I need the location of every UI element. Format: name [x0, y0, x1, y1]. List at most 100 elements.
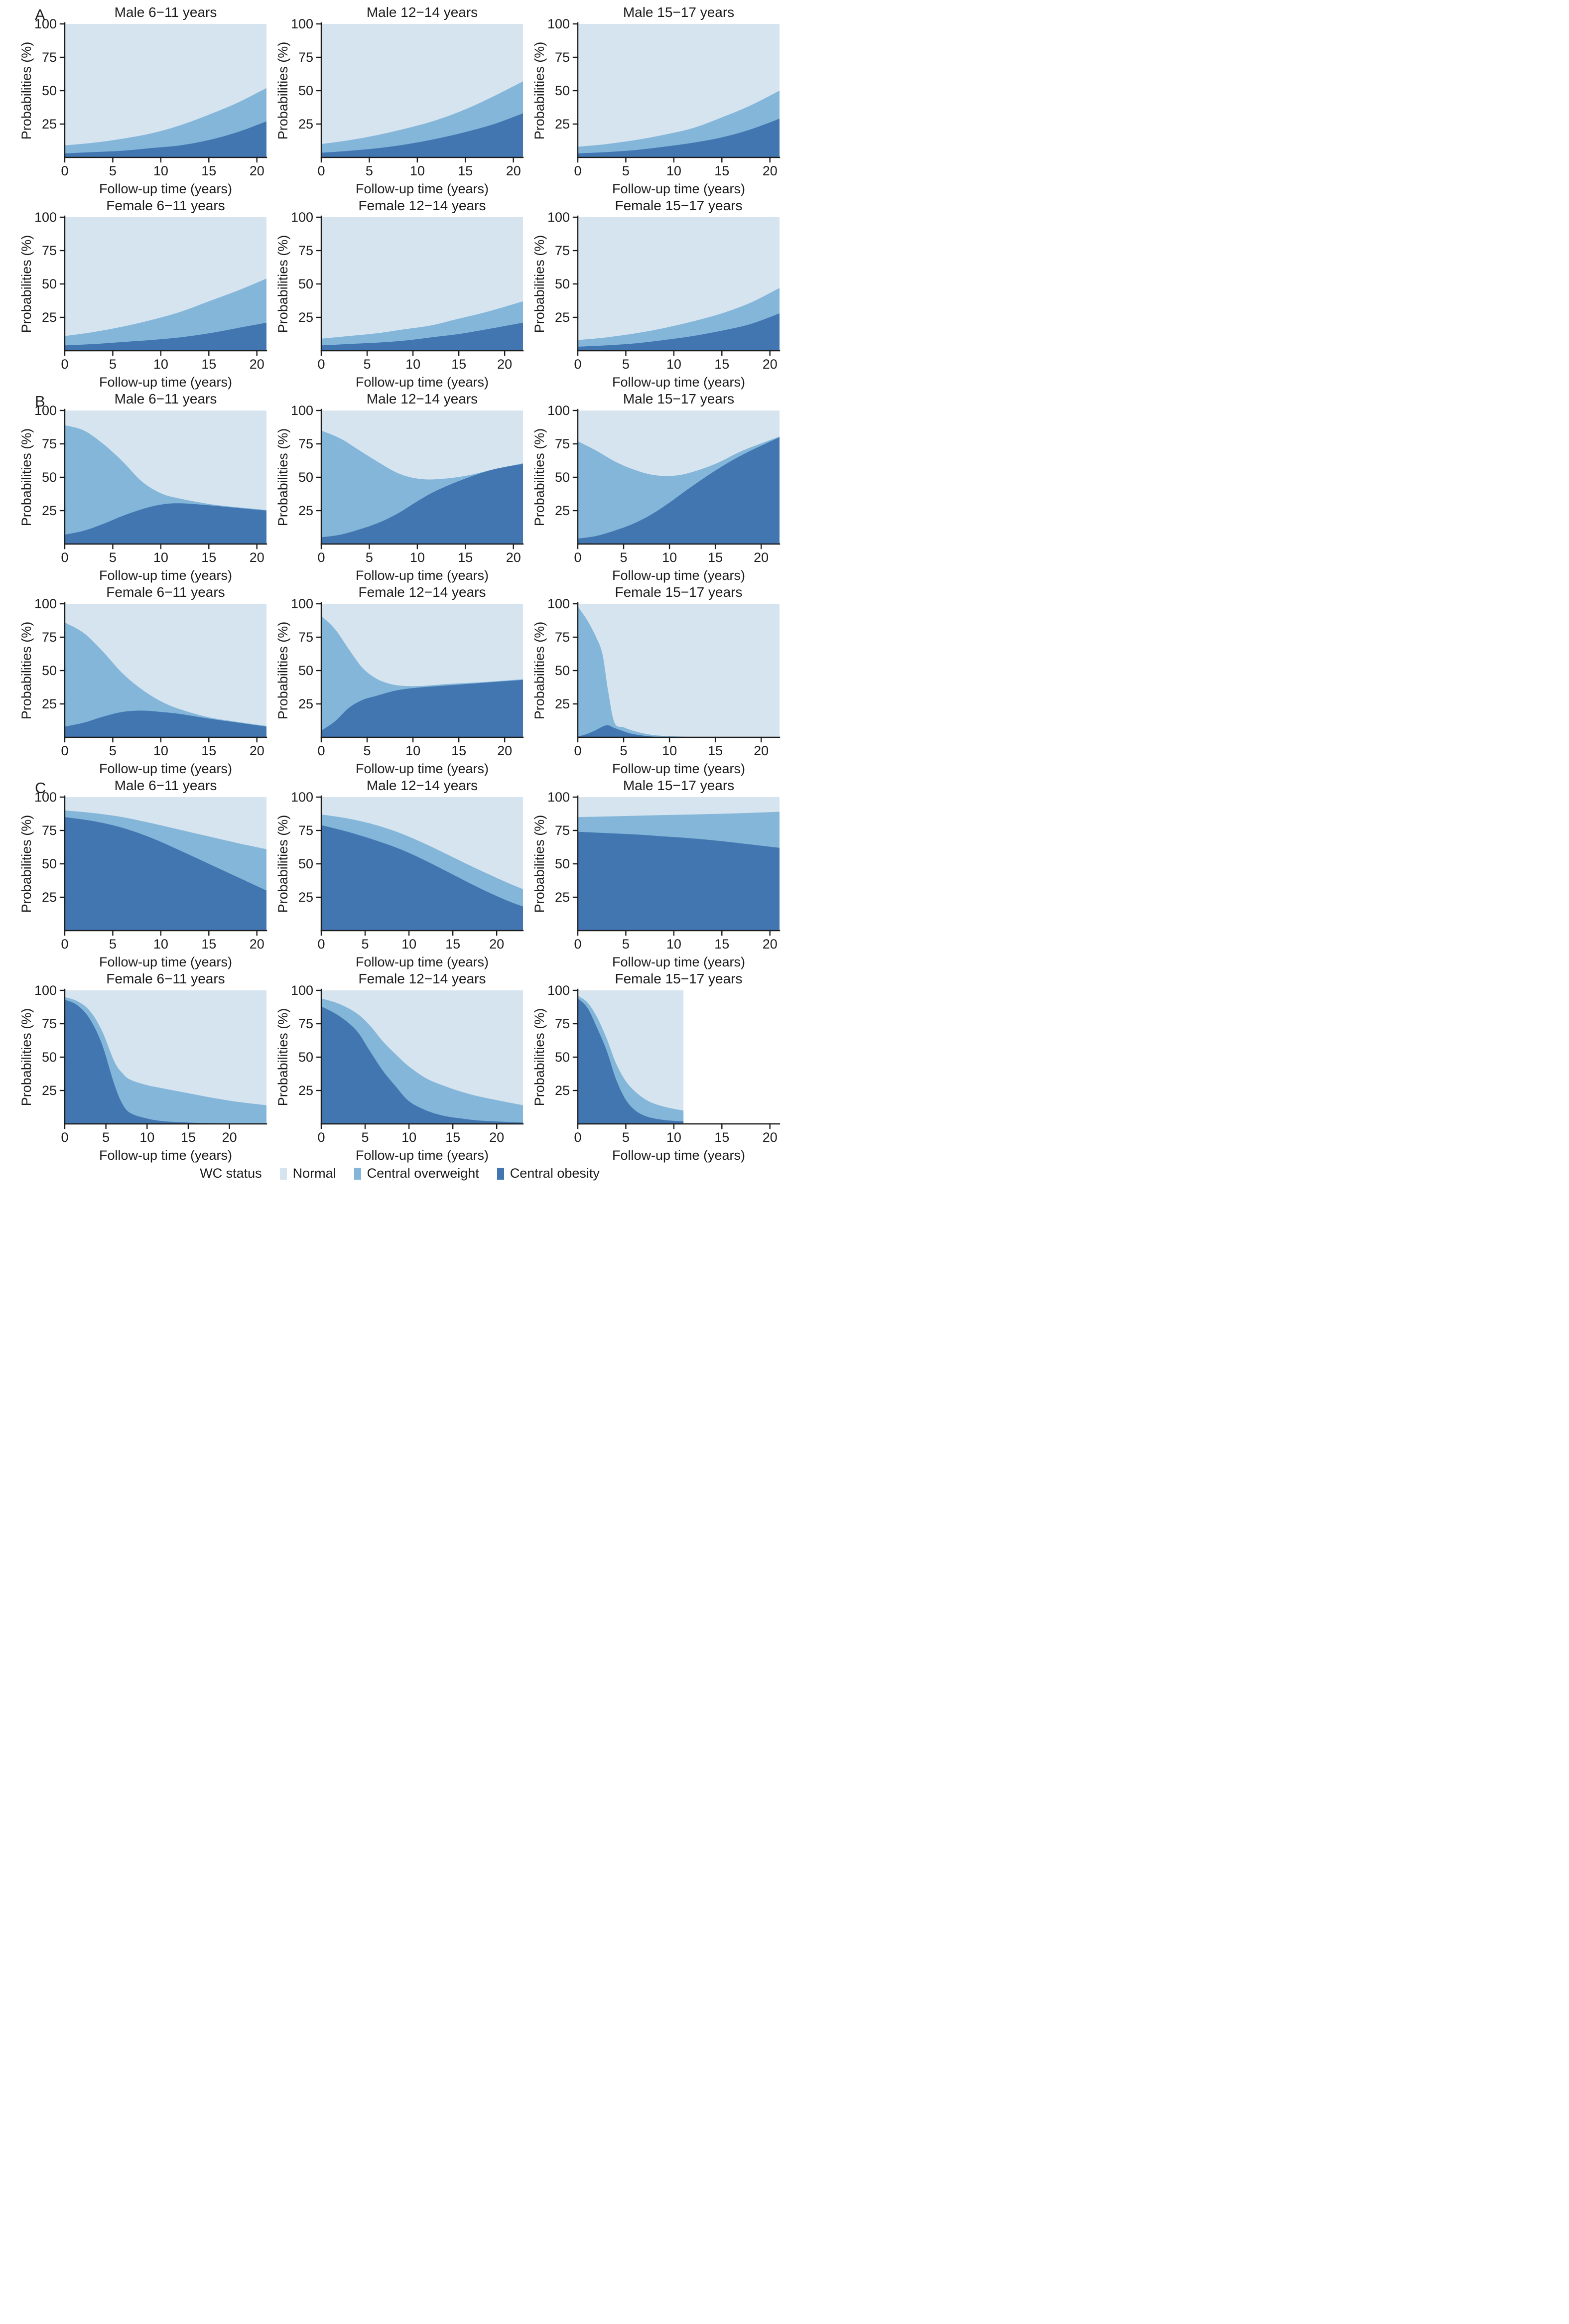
x-axis-label: Follow-up time (years) — [356, 375, 489, 390]
y-tick-label: 100 — [547, 210, 570, 225]
y-tick-label: 100 — [291, 983, 313, 998]
chart-title: Female 6−11 years — [106, 198, 225, 213]
y-tick-label: 75 — [42, 50, 57, 65]
x-tick-label: 5 — [622, 937, 630, 952]
y-tick-label: 100 — [34, 596, 57, 611]
axes — [59, 795, 267, 936]
plot-area — [65, 24, 266, 157]
y-axis-label: Probabilities (%) — [275, 42, 290, 140]
y-tick-label: 50 — [555, 83, 570, 98]
chart-title: Male 12−14 years — [367, 391, 478, 407]
axes — [59, 602, 267, 743]
axes — [316, 22, 524, 163]
x-tick-label: 5 — [362, 937, 369, 952]
y-axis-label: Probabilities (%) — [532, 622, 547, 720]
plot-area — [578, 604, 780, 737]
x-tick-label: 0 — [61, 1130, 68, 1145]
y-tick-label: 50 — [42, 1050, 57, 1065]
y-axis-label: Probabilities (%) — [19, 815, 34, 913]
x-tick-label: 5 — [364, 743, 371, 758]
x-tick-label: 10 — [666, 937, 681, 952]
x-tick-label: 15 — [445, 1130, 460, 1145]
chart-a-male-15-17-years: Male 15−17 years 25 50 75 100 0 5 10 15 20 Follow-… — [528, 4, 784, 197]
x-axis-label: Follow-up time (years) — [612, 761, 745, 776]
y-tick-label: 50 — [298, 663, 313, 678]
y-axis-label: Probabilities (%) — [275, 815, 290, 913]
y-tick-label: 25 — [298, 117, 313, 132]
y-tick-label: 75 — [298, 630, 313, 645]
chart-title: Female 15−17 years — [615, 971, 742, 986]
y-tick-label: 50 — [298, 83, 313, 98]
x-tick-label: 20 — [763, 357, 778, 372]
axes — [59, 215, 267, 356]
x-tick-label: 10 — [410, 550, 425, 565]
axes — [59, 409, 267, 549]
axes — [59, 22, 267, 163]
y-tick-label: 50 — [555, 470, 570, 485]
y-tick-label: 50 — [555, 276, 570, 291]
x-tick-label: 0 — [574, 937, 581, 952]
chart-b-female-15-17-years: Female 15−17 years 25 50 75 100 0 5 10 15 20 Follo… — [528, 584, 784, 777]
chart-title: Female 12−14 years — [358, 198, 486, 213]
x-tick-label: 10 — [153, 937, 168, 952]
y-axis-label: Probabilities (%) — [275, 235, 290, 333]
chart-title: Male 6−11 years — [115, 4, 217, 20]
chart-title: Male 12−14 years — [367, 4, 478, 20]
plot-area — [578, 24, 780, 157]
x-axis-label: Follow-up time (years) — [612, 181, 745, 196]
x-tick-label: 20 — [506, 163, 521, 178]
x-tick-label: 10 — [405, 357, 420, 372]
y-tick-label: 100 — [34, 790, 57, 805]
x-tick-label: 5 — [109, 550, 117, 565]
y-axis-label: Probabilities (%) — [19, 42, 34, 140]
x-axis-label: Follow-up time (years) — [356, 761, 489, 776]
central-obesity-area — [578, 831, 780, 931]
chart-title: Female 15−17 years — [615, 584, 742, 600]
central-obesity-area — [321, 680, 523, 737]
x-tick-label: 20 — [250, 743, 264, 758]
y-tick-label: 25 — [42, 117, 57, 132]
chart-c-male-15-17-years: Male 15−17 years 25 50 75 100 0 5 10 15 20 Follow-… — [528, 777, 784, 970]
chart-c-male-12-14-years: Male 12−14 years 25 50 75 100 0 5 10 15 20 Follow-… — [271, 777, 528, 970]
axes — [316, 215, 524, 356]
y-tick-label: 25 — [555, 1083, 570, 1098]
x-tick-label: 20 — [250, 550, 264, 565]
plot-area — [578, 217, 780, 351]
x-axis-label: Follow-up time (years) — [356, 181, 489, 196]
y-tick-label: 50 — [298, 470, 313, 485]
chart-svg-b-female-6-11-years: Female 6−11 years 25 50 75 100 0 5 10 15 20 Follow… — [19, 584, 267, 776]
central-obesity-area — [65, 817, 266, 931]
central-obesity-area — [321, 113, 523, 157]
chart-title: Male 15−17 years — [623, 391, 734, 407]
x-tick-label: 10 — [666, 357, 681, 372]
x-tick-label: 0 — [574, 357, 581, 372]
x-tick-label: 10 — [401, 1130, 416, 1145]
x-tick-label: 5 — [620, 743, 628, 758]
x-tick-label: 0 — [61, 163, 68, 178]
y-tick-label: 25 — [42, 503, 57, 518]
y-axis-label: Probabilities (%) — [532, 42, 547, 140]
central-obesity-area — [65, 999, 266, 1124]
y-axis-label: Probabilities (%) — [275, 428, 290, 527]
chart-a-male-12-14-years: Male 12−14 years 25 50 75 100 0 5 10 15 20 Follow-… — [271, 4, 528, 197]
chart-svg-a-male-12-14-years: Male 12−14 years 25 50 75 100 0 5 10 15 20 Follow-… — [275, 4, 524, 196]
x-tick-label: 10 — [662, 550, 677, 565]
y-axis-label: Probabilities (%) — [19, 235, 34, 333]
x-tick-label: 5 — [102, 1130, 110, 1145]
chart-svg-c-male-15-17-years: Male 15−17 years 25 50 75 100 0 5 10 15 20 Follow-… — [532, 778, 781, 969]
y-tick-label: 25 — [42, 310, 57, 325]
axes — [572, 215, 781, 356]
x-tick-label: 15 — [458, 550, 473, 565]
x-tick-label: 10 — [153, 163, 168, 178]
y-tick-label: 25 — [42, 1083, 57, 1098]
chart-svg-c-male-6-11-years: Male 6−11 years 25 50 75 100 0 5 10 15 20 Follow-u… — [19, 778, 267, 969]
legend-item-central-overweight: Central overweight — [354, 1166, 479, 1181]
x-tick-label: 20 — [250, 163, 264, 178]
x-tick-label: 15 — [181, 1130, 196, 1145]
axes — [572, 22, 781, 163]
legend: WC status Normal Central overweight Cent… — [15, 1166, 784, 1189]
y-tick-label: 75 — [555, 823, 570, 838]
central-obesity-area — [578, 998, 684, 1124]
y-tick-label: 100 — [34, 983, 57, 998]
x-axis-label: Follow-up time (years) — [612, 568, 745, 583]
